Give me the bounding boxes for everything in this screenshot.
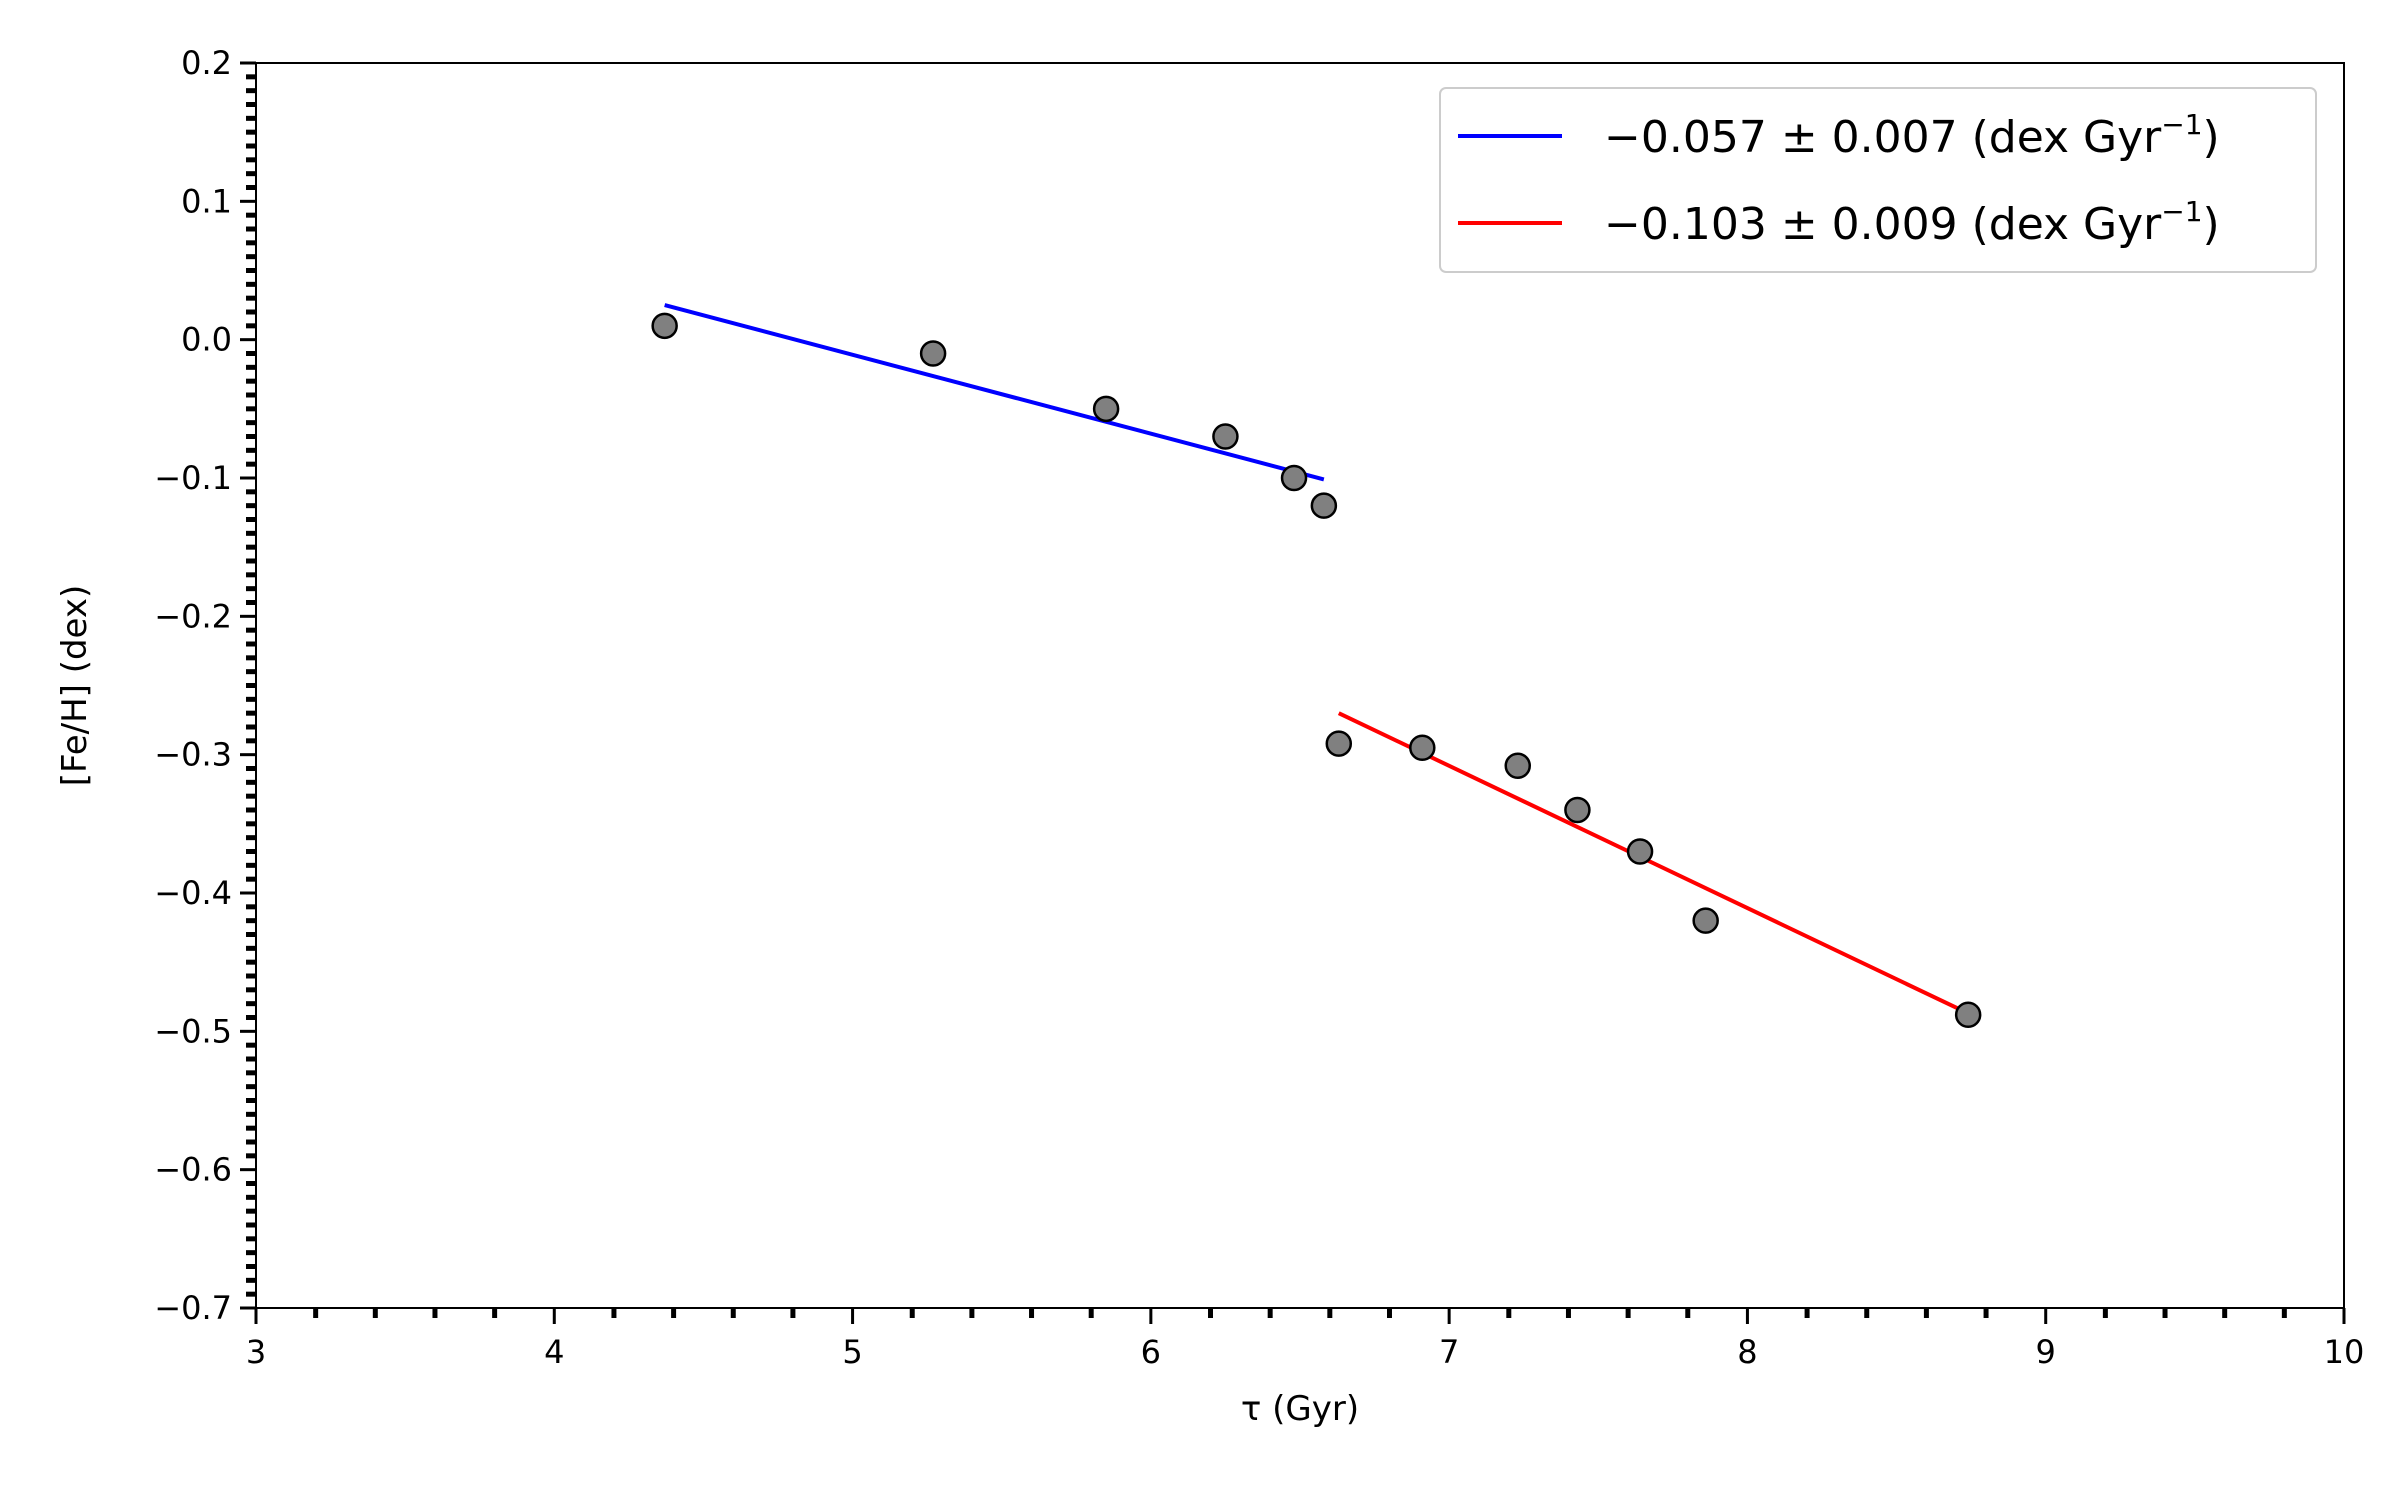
- y-tick-label: −0.7: [154, 1289, 232, 1327]
- y-tick-label: −0.4: [154, 874, 232, 912]
- y-tick-label: 0.2: [181, 44, 232, 82]
- data-point: [651, 312, 678, 340]
- y-tick-label: 0.1: [181, 182, 232, 220]
- legend: −0.057 ± 0.007 (dex Gyr−1) −0.103 ± 0.009…: [1439, 87, 2317, 273]
- legend-box: [1439, 87, 2317, 273]
- x-tick-label: 8: [1737, 1333, 1757, 1371]
- data-point: [1325, 730, 1353, 757]
- x-tick-label: 6: [1141, 1333, 1161, 1371]
- data-point: [1504, 752, 1531, 779]
- y-tick-label: −0.6: [154, 1151, 232, 1189]
- y-tick-label: −0.1: [154, 459, 232, 497]
- x-tick-label: 3: [246, 1333, 266, 1371]
- legend-label: −0.103 ± 0.009 (dex Gyr−1): [1604, 195, 2220, 250]
- data-point: [1409, 734, 1436, 761]
- data-point: [1626, 838, 1654, 865]
- axes: 3 4 5 6 7 8 9 10 0.2 0.1 0.0 −0.1 −0.2 −0.3 −0.4 −0.5 −0…: [154, 44, 2364, 1371]
- data-point: [919, 340, 947, 367]
- data-point: [1564, 796, 1591, 824]
- legend-label: −0.057 ± 0.007 (dex Gyr−1): [1604, 108, 2220, 163]
- y-tick-label: −0.5: [154, 1012, 232, 1050]
- data-points: [651, 312, 1982, 1028]
- data-point: [1692, 907, 1719, 934]
- y-axis-label: [Fe/H] (dex): [55, 585, 95, 787]
- data-point: [1954, 1001, 1982, 1028]
- fit-line: [1337, 711, 1970, 1016]
- x-tick-label: 7: [1439, 1333, 1459, 1371]
- x-axis-label: τ (Gyr): [1241, 1389, 1359, 1429]
- y-tick-label: −0.3: [154, 736, 232, 774]
- x-tick-label: 9: [2036, 1333, 2056, 1371]
- data-point: [1092, 395, 1120, 423]
- fit-line: [664, 303, 1325, 482]
- x-tick-label: 4: [544, 1333, 564, 1371]
- y-tick-label: −0.2: [154, 597, 232, 635]
- x-tick-label: 10: [2324, 1333, 2365, 1371]
- data-point: [1280, 464, 1308, 492]
- data-point: [1310, 492, 1338, 519]
- x-tick-label: 5: [842, 1333, 862, 1371]
- y-tick-label: 0.0: [181, 321, 232, 359]
- fit-lines: [664, 303, 1970, 1016]
- data-point: [1212, 423, 1239, 450]
